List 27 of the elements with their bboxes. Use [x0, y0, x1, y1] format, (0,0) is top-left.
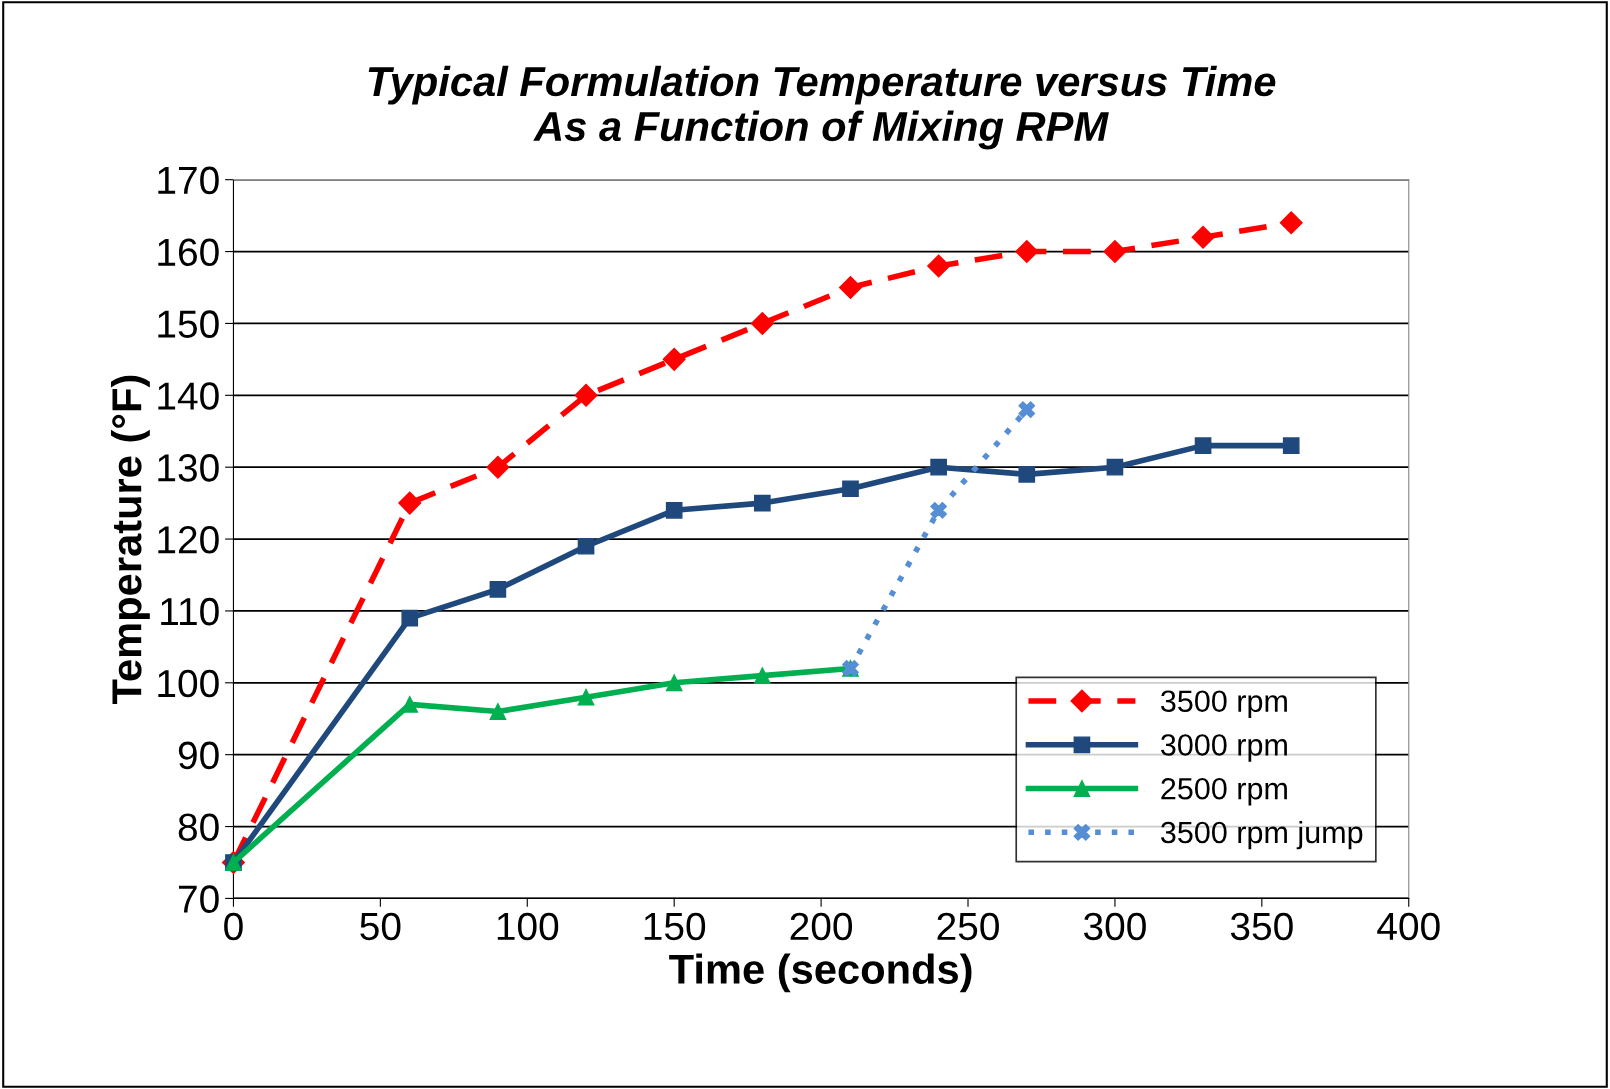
y-tick-label: 160	[158, 238, 219, 267]
y-tick-label: 170	[158, 166, 219, 195]
y-tick-label: 80	[178, 813, 219, 842]
y-tick-label: 90	[178, 741, 219, 770]
y-tick-label: 150	[158, 310, 219, 338]
chart-title: Typical Formulation Temperature versus Time As a Function of Mixing RPM	[368, 65, 1276, 150]
x-axis-title: Time (seconds)	[669, 953, 972, 993]
x-tick-label: 0	[224, 912, 243, 941]
x-tick-label: 300	[1083, 912, 1146, 941]
y-axis-title: Temperature (°F)	[110, 375, 150, 704]
y-tick-label: 130	[158, 454, 219, 482]
x-tick-label: 400	[1377, 912, 1440, 941]
legend-label: 3000 rpm	[1161, 734, 1287, 762]
x-tick-label: 100	[497, 912, 559, 941]
legend-label: 2500 rpm	[1161, 777, 1287, 806]
y-tick-label: 110	[161, 597, 219, 626]
y-tick-label: 100	[158, 669, 219, 698]
y-tick-label: 120	[158, 525, 219, 554]
x-tick-label: 250	[937, 912, 999, 941]
x-tick-label: 350	[1230, 912, 1293, 941]
legend-label: 3500 rpm jump	[1161, 820, 1363, 850]
legend-label: 3500 rpm	[1161, 690, 1287, 719]
y-tick-label: 140	[158, 382, 219, 410]
y-tick-label: 70	[179, 885, 219, 913]
x-tick-label: 50	[360, 912, 401, 941]
x-tick-label: 200	[790, 912, 853, 941]
x-tick-label: 150	[644, 912, 706, 941]
